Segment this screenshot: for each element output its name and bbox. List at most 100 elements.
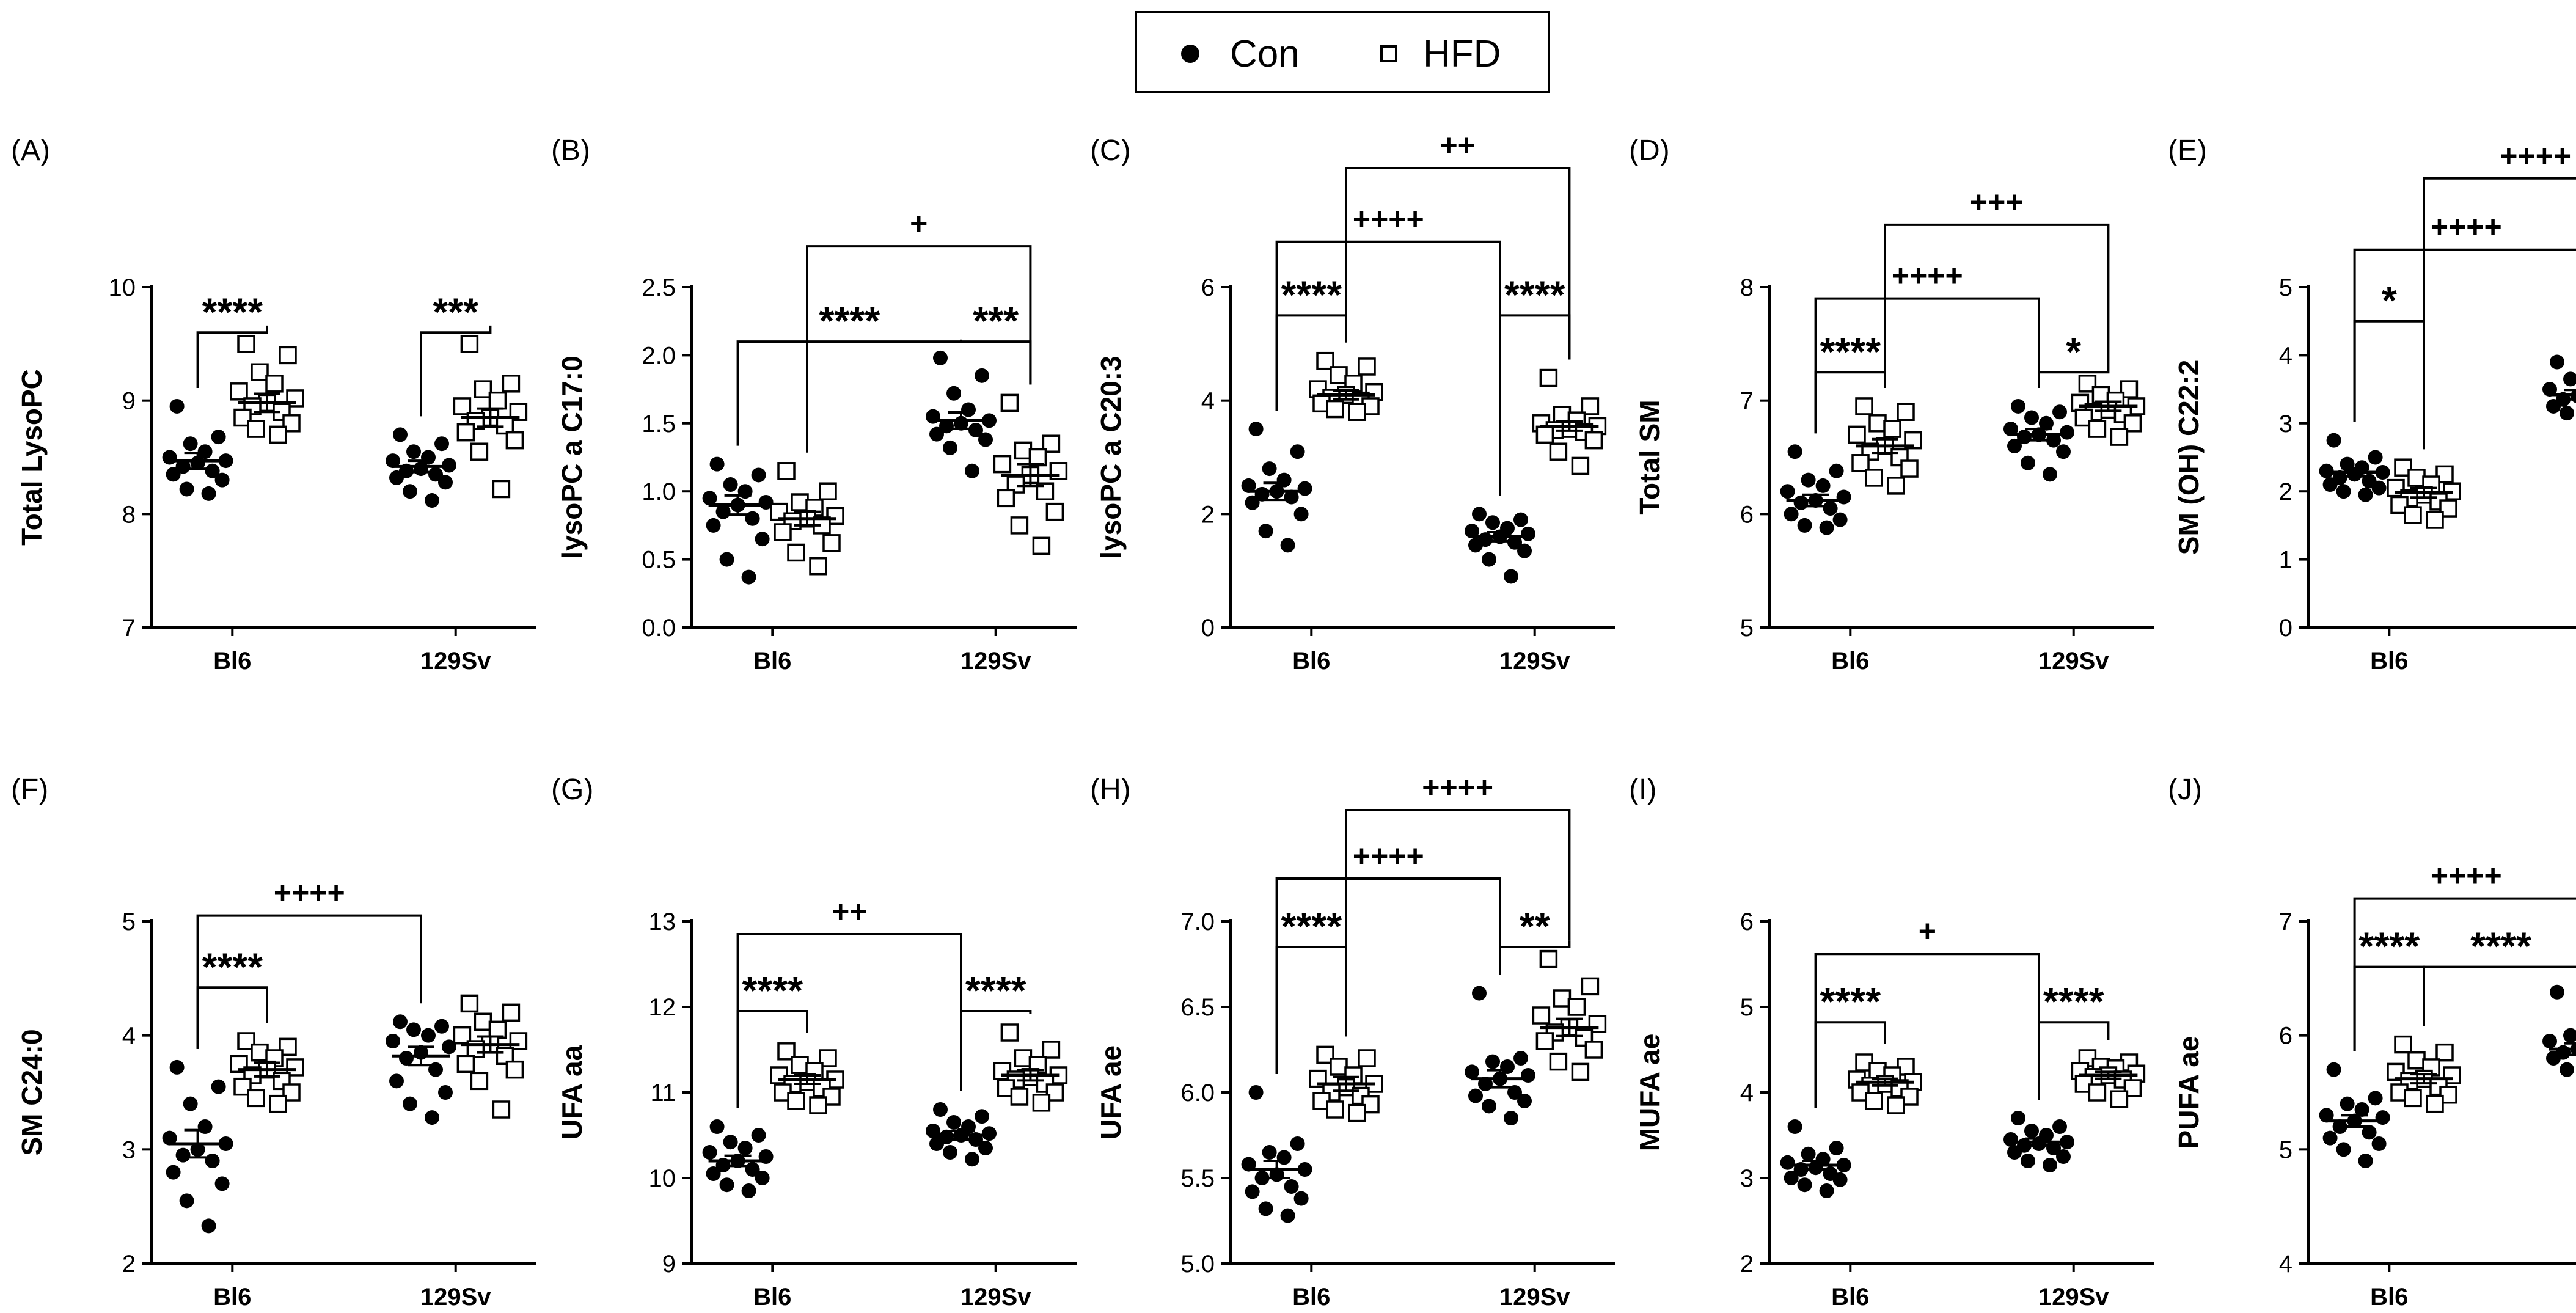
y-tick-label: 2.0 — [642, 342, 676, 369]
data-point-hfd — [809, 1096, 827, 1114]
data-point-hfd — [2407, 469, 2426, 487]
data-point-hfd — [822, 534, 841, 552]
data-point-con — [965, 1152, 979, 1167]
data-point-hfd — [1330, 1058, 1348, 1076]
data-point-con — [2332, 1119, 2347, 1134]
data-point-con — [1485, 1054, 1500, 1069]
data-point-con — [1468, 538, 1483, 553]
data-point-con — [1472, 507, 1487, 522]
data-point-con — [1468, 1088, 1483, 1103]
data-point-hfd — [787, 1092, 805, 1110]
significance-label: *** — [973, 299, 1019, 343]
data-point-con — [1284, 1179, 1299, 1194]
data-point-hfd — [1571, 456, 1590, 475]
data-point-hfd — [2404, 506, 2422, 524]
data-point-hfd — [2123, 414, 2142, 433]
data-point-con — [1521, 1068, 1535, 1083]
y-tick-label: 4 — [2279, 342, 2292, 369]
data-point-hfd — [1348, 1103, 1366, 1122]
data-point-con — [719, 552, 734, 567]
significance-bracket — [196, 325, 268, 388]
data-point-con — [1815, 478, 1831, 493]
y-tick-label: 5.0 — [1180, 1251, 1215, 1278]
data-point-hfd — [460, 335, 479, 353]
data-point-con — [737, 1141, 753, 1155]
data-point-con — [211, 430, 226, 445]
data-point-hfd — [777, 1042, 796, 1061]
y-tick-label: 6 — [1740, 501, 1754, 528]
data-point-hfd — [251, 363, 269, 381]
data-point-con — [968, 422, 983, 437]
data-point-hfd — [1897, 403, 1915, 421]
y-tick-label: 7 — [1740, 388, 1754, 415]
data-point-hfd — [1553, 989, 1572, 1008]
data-point-con — [2336, 484, 2351, 499]
data-point-con — [438, 475, 453, 490]
data-point-con — [1517, 543, 1532, 558]
data-point-hfd — [2404, 1089, 2422, 1108]
significance-bracket — [1499, 314, 1571, 496]
y-tick-label: 6.5 — [1180, 994, 1215, 1021]
data-point-hfd — [1571, 1062, 1590, 1081]
data-point-con — [929, 1136, 944, 1151]
data-point-con — [1504, 569, 1518, 584]
data-point-hfd — [251, 1043, 269, 1062]
y-tick-label: 0.0 — [642, 615, 676, 642]
data-point-hfd — [1887, 477, 1905, 495]
data-point-hfd — [1848, 425, 1866, 444]
panel-label: (H) — [1090, 774, 1131, 806]
data-point-con — [214, 472, 230, 488]
data-point-hfd — [2426, 511, 2444, 529]
data-point-con — [975, 368, 989, 383]
x-tick-label: Bl6 — [753, 1284, 791, 1311]
data-point-con — [2052, 404, 2067, 420]
data-point-con — [1784, 507, 1799, 522]
y-tick-label: 8 — [1740, 274, 1754, 301]
data-point-con — [1780, 484, 1795, 499]
data-point-con — [1290, 1136, 1305, 1151]
data-point-con — [1254, 1171, 1270, 1185]
significance-label: ++++ — [1422, 770, 1493, 805]
data-point-hfd — [279, 346, 297, 365]
data-point-con — [982, 1126, 997, 1141]
data-point-con — [2024, 1124, 2039, 1138]
y-tick-label: 10 — [109, 274, 136, 301]
significance-label: * — [2066, 329, 2081, 373]
data-point-hfd — [456, 1055, 475, 1073]
data-point-con — [1823, 501, 1838, 516]
data-point-con — [175, 459, 191, 474]
data-point-con — [1248, 1085, 1264, 1100]
data-point-hfd — [279, 1037, 297, 1056]
data-point-hfd — [1014, 441, 1033, 460]
data-point-con — [1245, 1184, 1260, 1199]
data-point-con — [421, 1028, 436, 1043]
data-point-hfd — [1042, 1041, 1061, 1059]
data-point-hfd — [492, 480, 511, 499]
significance-bracket — [2353, 897, 2576, 1051]
data-point-con — [1793, 495, 1809, 510]
panel-label: (I) — [1629, 774, 1656, 806]
data-point-con — [386, 1034, 400, 1048]
data-point-con — [965, 463, 979, 478]
y-tick-label: 10 — [649, 1165, 676, 1192]
data-point-hfd — [1358, 1049, 1376, 1067]
panel-f: (F) 2 3 4 5 Bl6 129Sv SM C24:0 **** ++++ — [11, 774, 536, 1311]
data-point-con — [1245, 495, 1260, 510]
data-point-con — [1507, 535, 1522, 550]
data-point-con — [978, 432, 993, 447]
data-point-hfd — [1000, 393, 1019, 412]
legend-item-hfd: HFD — [1380, 13, 1501, 95]
y-tick-label: 6 — [2279, 1023, 2292, 1050]
data-point-hfd — [1028, 448, 1047, 467]
data-point-hfd — [1358, 357, 1376, 376]
data-point-con — [1248, 422, 1264, 437]
significance-label: ++ — [1440, 128, 1475, 163]
data-point-con — [1241, 478, 1256, 493]
data-point-con — [166, 467, 181, 482]
data-point-hfd — [1010, 1088, 1029, 1106]
data-point-con — [1780, 1155, 1795, 1170]
data-point-con — [1482, 552, 1496, 567]
data-point-hfd — [2407, 1051, 2426, 1070]
